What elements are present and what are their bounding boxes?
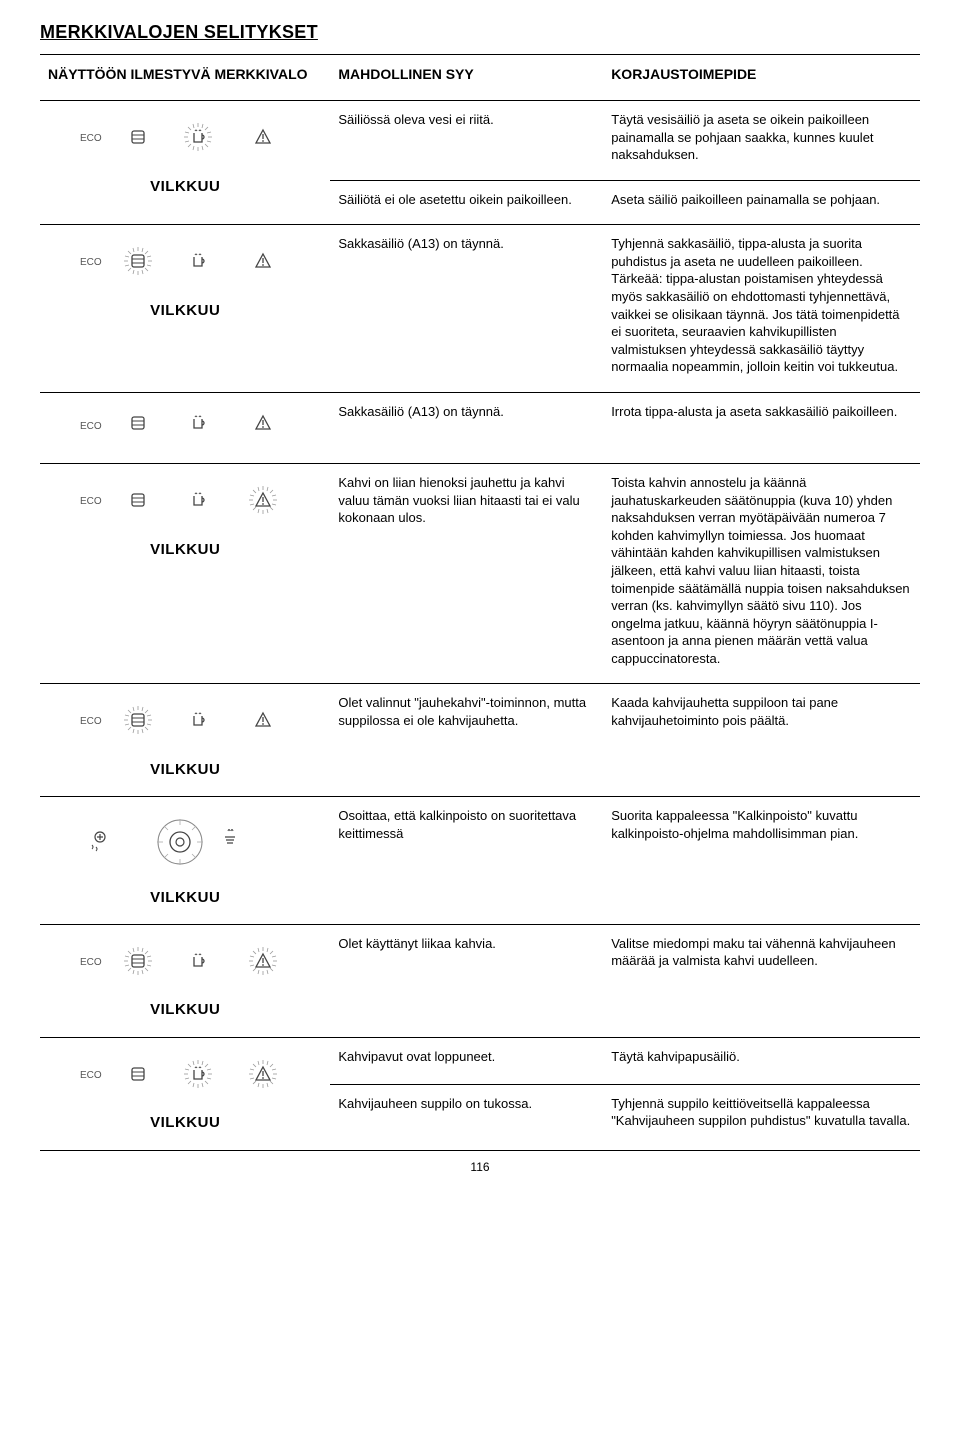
indicator-cell: VILKKUU [40, 924, 330, 1037]
vilkkuu-label: VILKKUU [48, 760, 322, 780]
indicator-cell [40, 392, 330, 464]
indicator-icons [70, 935, 300, 990]
indicator-cell: VILKKUU [40, 684, 330, 797]
fix-text: Täytä vesisäiliö ja aseta se oikein paik… [603, 101, 920, 181]
vilkkuu-label: VILKKUU [48, 1000, 322, 1020]
indicator-icons [70, 235, 300, 290]
fix-text: Täytä kahvipapusäiliö. [603, 1037, 920, 1084]
cause-text: Sakkasäiliö (A13) on täynnä. [330, 225, 603, 392]
fix-text: Irrota tippa-alusta ja aseta sakkasäiliö… [603, 392, 920, 464]
vilkkuu-label: VILKKUU [48, 177, 322, 197]
cause-text: Kahvijauheen suppilo on tukossa. [330, 1084, 603, 1150]
cause-text: Säiliössä oleva vesi ei riitä. [330, 101, 603, 181]
indicator-icons [70, 111, 300, 166]
indicator-cell: VILKKUU [40, 225, 330, 392]
vilkkuu-label: VILKKUU [48, 301, 322, 321]
cause-text: Kahvi on liian hienoksi jauhettu ja kahv… [330, 464, 603, 684]
cause-text: Olet valinnut "jauhekahvi"-toiminnon, mu… [330, 684, 603, 797]
indicator-icons [70, 1048, 300, 1103]
indicator-cell: VILKKUU [40, 101, 330, 225]
header-cause: MAHDOLLINEN SYY [330, 55, 603, 101]
indicator-table: NÄYTTÖÖN ILMESTYVÄ MERKKIVALO MAHDOLLINE… [40, 54, 920, 1154]
fix-text: Tyhjennä suppilo keittiöveitsellä kappal… [603, 1084, 920, 1150]
fix-text: Valitse miedompi maku tai vähennä kahvij… [603, 924, 920, 1037]
header-indicator: NÄYTTÖÖN ILMESTYVÄ MERKKIVALO [40, 55, 330, 101]
page-title: MERKKIVALOJEN SELITYKSET [40, 20, 920, 44]
indicator-cell: VILKKUU [40, 797, 330, 925]
indicator-icons [70, 474, 300, 529]
indicator-icons [70, 694, 300, 749]
fix-text: Tyhjennä sakkasäiliö, tippa-alusta ja su… [603, 225, 920, 392]
cause-text: Sakkasäiliö (A13) on täynnä. [330, 392, 603, 464]
fix-text: Suorita kappaleessa "Kalkinpoisto" kuvat… [603, 797, 920, 925]
vilkkuu-label: VILKKUU [48, 1113, 322, 1133]
indicator-icons [70, 403, 300, 443]
fix-text: Aseta säiliö paikoilleen painamalla se p… [603, 180, 920, 225]
cause-text: Kahvipavut ovat loppuneet. [330, 1037, 603, 1084]
page-number: 116 [40, 1159, 920, 1175]
indicator-cell: VILKKUU [40, 1037, 330, 1150]
cause-text: Olet käyttänyt liikaa kahvia. [330, 924, 603, 1037]
indicator-cell: VILKKUU [40, 464, 330, 684]
fix-text: Toista kahvin annostelu ja käännä jauhat… [603, 464, 920, 684]
cause-text: Säiliötä ei ole asetettu oikein paikoill… [330, 180, 603, 225]
vilkkuu-label: VILKKUU [48, 888, 322, 908]
indicator-dial-icon [70, 807, 300, 877]
vilkkuu-label: VILKKUU [48, 540, 322, 560]
cause-text: Osoittaa, että kalkinpoisto on suoritett… [330, 797, 603, 925]
fix-text: Kaada kahvijauhetta suppiloon tai pane k… [603, 684, 920, 797]
header-fix: KORJAUSTOIMEPIDE [603, 55, 920, 101]
